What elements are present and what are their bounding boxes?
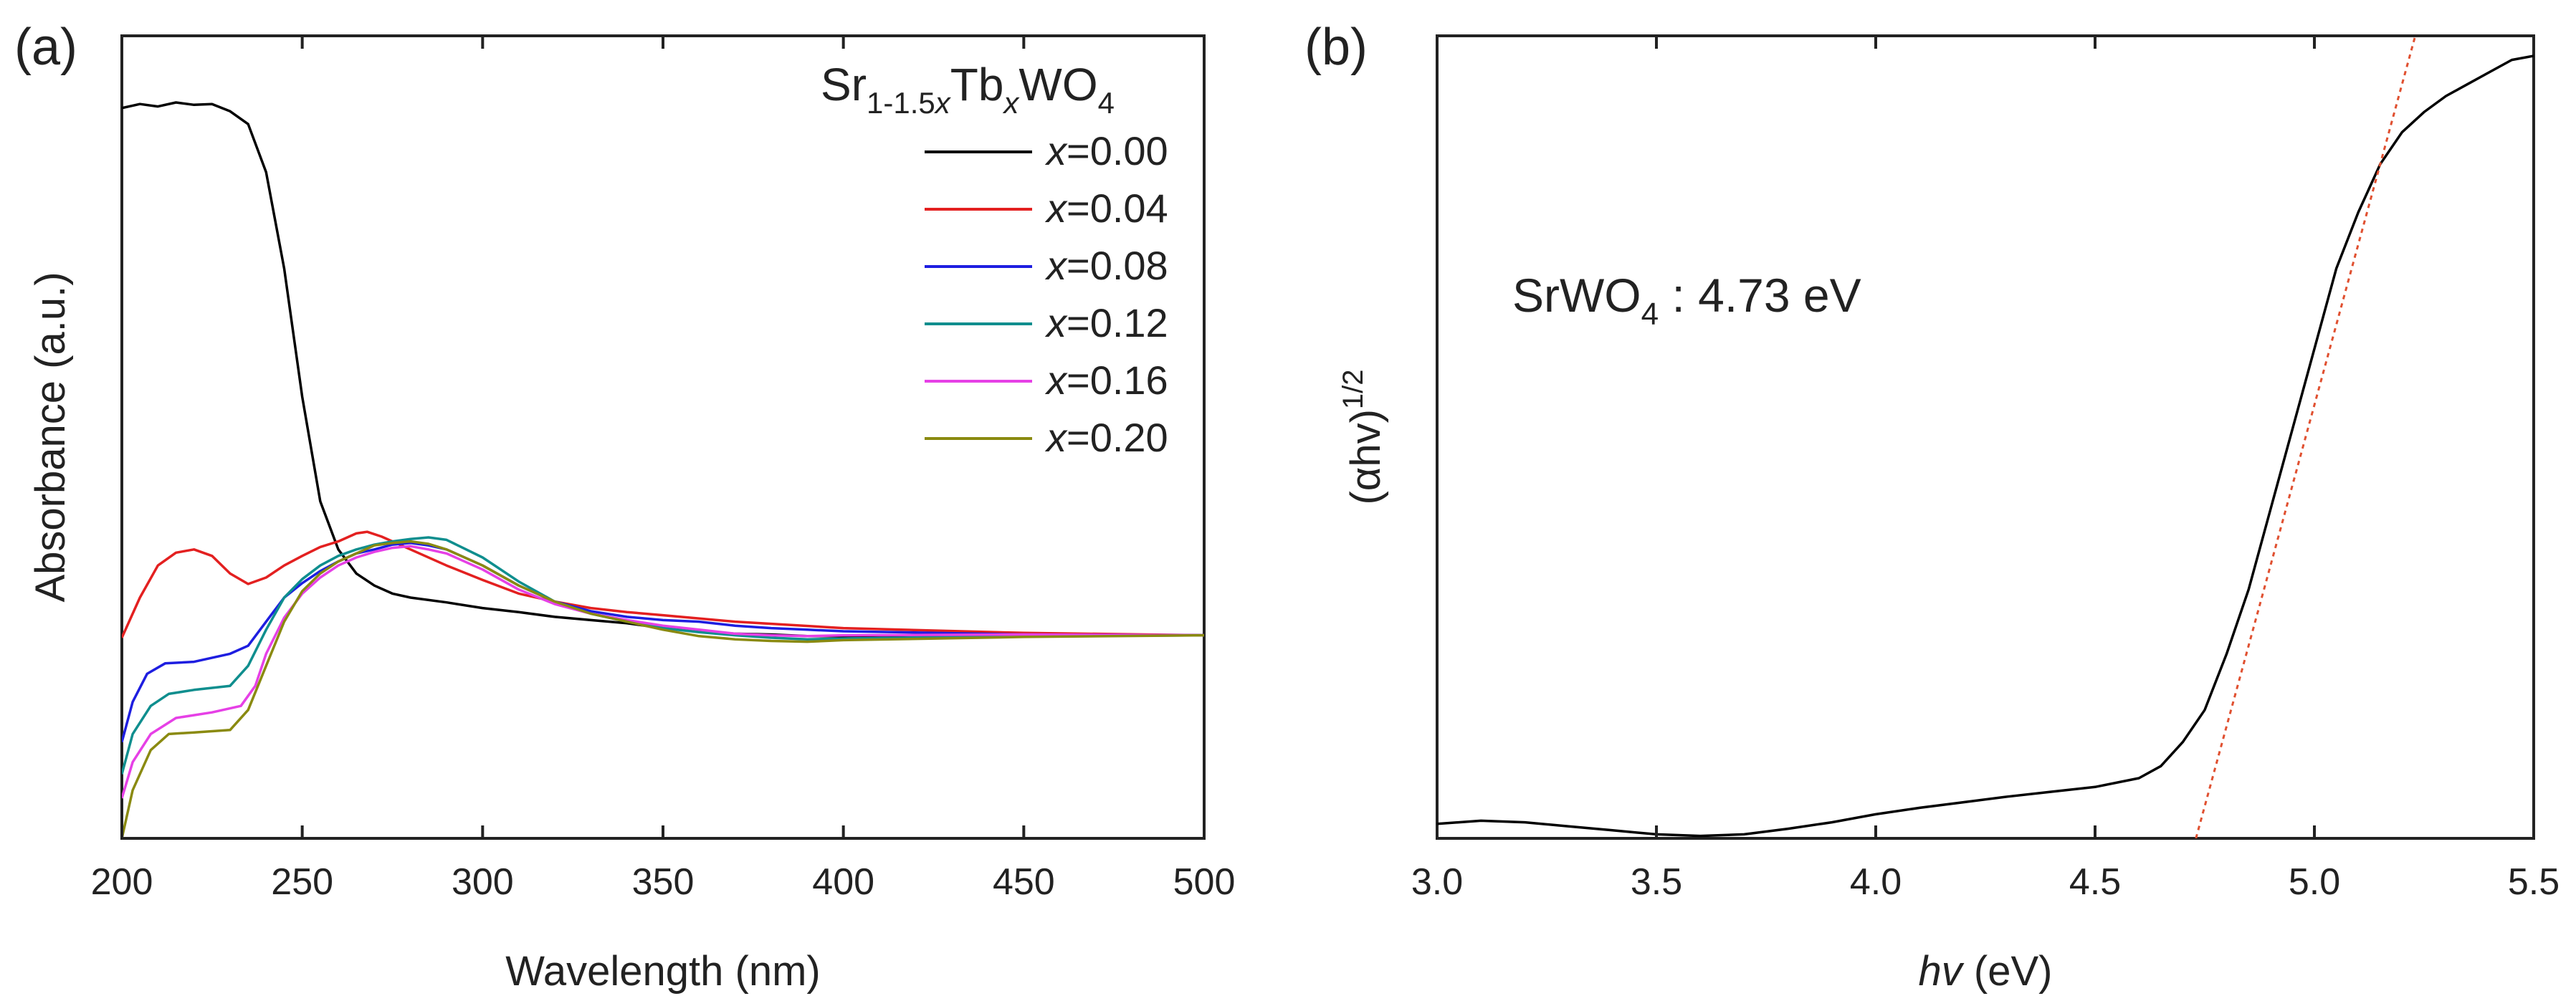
legend-label-var: x — [1044, 128, 1068, 173]
series-line-1 — [122, 530, 1204, 638]
legend-label-var: x — [1044, 358, 1068, 403]
panel-b-x-axis-var: hv — [1919, 948, 1965, 995]
legend-label-3: x=0.12 — [1044, 300, 1168, 345]
legend-label-2: x=0.08 — [1044, 243, 1168, 288]
panel-b-y-axis-label: (αhv)1/2 — [1337, 369, 1389, 504]
legend-label-var: x — [1044, 300, 1068, 345]
panel-b-annotation: SrWO4 : 4.73 eV — [1512, 269, 1861, 332]
legend-label-5: x=0.20 — [1044, 415, 1168, 460]
legend-label-0: x=0.00 — [1044, 128, 1168, 173]
legend-title-sub1-var: x — [934, 86, 952, 120]
x-tick-label: 500 — [1173, 861, 1236, 903]
fit-line — [2195, 36, 2417, 838]
panel-b-y-axis-main: (αhv) — [1342, 409, 1389, 504]
x-tick-label: 4.5 — [2069, 861, 2121, 903]
legend-label-var: x — [1044, 415, 1068, 460]
panel-b-plot-frame — [1436, 34, 2535, 840]
x-tick-label: 350 — [632, 861, 695, 903]
series-line-0 — [122, 101, 1204, 638]
legend-title-tail: WO — [1019, 59, 1097, 110]
x-tick-label: 3.0 — [1411, 861, 1463, 903]
legend-label-var: x — [1044, 243, 1068, 288]
panel-a-label: (a) — [14, 19, 77, 76]
x-tick-label: 5.5 — [2508, 861, 2560, 903]
legend-title-sub1: 1-1.5 — [867, 86, 935, 120]
legend-title-base: Sr — [821, 59, 867, 110]
legend-label-value: =0.20 — [1067, 415, 1168, 460]
annotation-main: SrWO — [1512, 269, 1641, 322]
series-line-2 — [122, 542, 1204, 743]
panel-a: (a) 200 250 300 350 400 450 500 Wavelength (nm… — [14, 19, 1235, 995]
x-tick-label: 450 — [993, 861, 1055, 903]
legend-label-value: =0.00 — [1067, 128, 1168, 173]
annotation-sub: 4 — [1641, 297, 1659, 332]
panel-a-x-axis-label: Wavelength (nm) — [505, 948, 820, 995]
x-tick-label: 3.5 — [1631, 861, 1682, 903]
panel-a-y-axis-label: Absorbance (a.u.) — [27, 272, 74, 602]
series-line-5 — [122, 540, 1204, 838]
panel-a-legend: Sr1-1.5xTbxWO4 x=0.00x=0.04x=0.08x=0.12x… — [821, 59, 1168, 460]
legend-title-sub2: x — [1002, 86, 1020, 120]
panel-a-series-group — [122, 101, 1204, 838]
legend-label-value: =0.12 — [1067, 300, 1168, 345]
x-tick-label: 400 — [812, 861, 874, 903]
legend-label-value: =0.08 — [1067, 243, 1168, 288]
annotation-tail: : 4.73 eV — [1659, 269, 1861, 322]
panel-a-legend-items: x=0.00x=0.04x=0.08x=0.12x=0.16x=0.20 — [925, 128, 1168, 460]
x-tick-label: 300 — [452, 861, 514, 903]
x-tick-label: 5.0 — [2289, 861, 2340, 903]
panel-b-x-axis-unit: (eV) — [1962, 948, 2053, 995]
legend-title-mid: Tb — [950, 59, 1004, 110]
panel-b-x-ticks: 3.0 3.5 4.0 4.5 5.0 5.5 — [1411, 36, 2560, 903]
series-line-4 — [122, 545, 1204, 799]
legend-title: Sr1-1.5xTbxWO4 — [821, 59, 1115, 120]
panel-a-x-ticks: 200 250 300 350 400 450 500 — [91, 36, 1236, 903]
x-tick-label: 4.0 — [1850, 861, 1902, 903]
panel-b: (b) 3.0 3.5 4.0 4.5 5.0 5.5 hv (eV) (αhv)1/2 … — [1304, 19, 2560, 995]
legend-label-value: =0.16 — [1067, 358, 1168, 403]
legend-label-var: x — [1044, 186, 1068, 231]
panel-b-label: (b) — [1304, 19, 1368, 76]
panel-b-series-group — [1437, 36, 2534, 838]
legend-label-value: =0.04 — [1067, 186, 1168, 231]
x-tick-label: 200 — [91, 861, 153, 903]
panel-b-y-axis-sup: 1/2 — [1337, 369, 1369, 409]
legend-label-4: x=0.16 — [1044, 358, 1168, 403]
series-line-3 — [122, 536, 1204, 775]
panel-b-x-axis-label: hv (eV) — [1919, 948, 2053, 995]
panel-a-plot-frame — [120, 34, 1206, 840]
series-line-0 — [1437, 54, 2534, 838]
x-tick-label: 250 — [271, 861, 333, 903]
legend-label-1: x=0.04 — [1044, 186, 1168, 231]
legend-title-sub3: 4 — [1098, 86, 1115, 120]
